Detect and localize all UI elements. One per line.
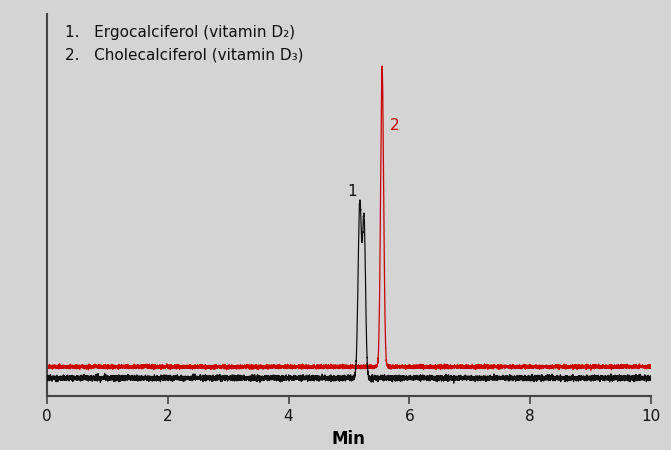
X-axis label: Min: Min <box>332 430 366 448</box>
Text: 1.   Ergocalciferol (vitamin D₂)
2.   Cholecalciferol (vitamin D₃): 1. Ergocalciferol (vitamin D₂) 2. Cholec… <box>65 25 303 63</box>
Text: 1: 1 <box>347 184 357 199</box>
Text: 2: 2 <box>389 118 399 133</box>
